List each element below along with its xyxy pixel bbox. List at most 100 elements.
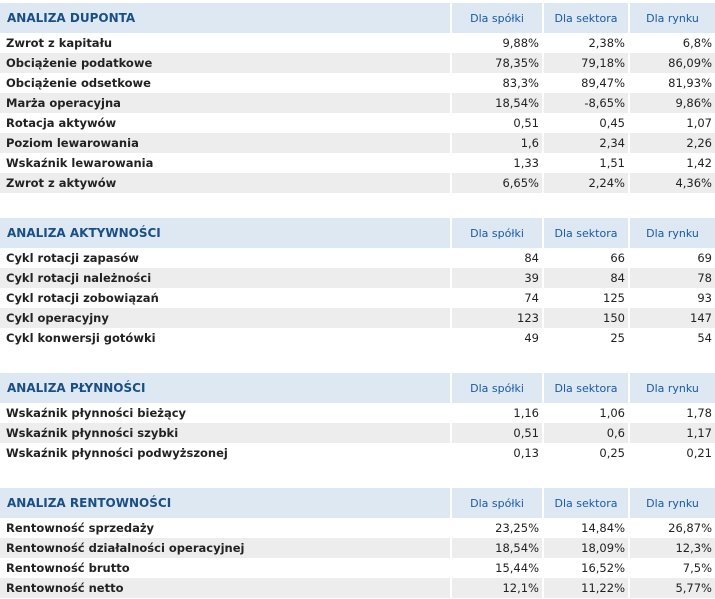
section-title: ANALIZA RENTOWNOŚCI bbox=[7, 496, 172, 510]
column-header-dla-sektora: Dla sektora bbox=[542, 3, 628, 33]
column-header-dla-spolki: Dla spółki bbox=[450, 3, 542, 33]
value-sector: 66 bbox=[542, 248, 628, 268]
value-sector: 0,6 bbox=[542, 423, 628, 443]
row-label: Zwrot z kapitału bbox=[6, 36, 113, 50]
value-sector: 2,24% bbox=[542, 173, 628, 193]
value-company: 12,1% bbox=[450, 578, 542, 598]
value-sector: 84 bbox=[542, 268, 628, 288]
value-sector: 89,47% bbox=[542, 73, 628, 93]
value-company: 9,88% bbox=[450, 33, 542, 53]
value-market: 1,78 bbox=[628, 403, 715, 423]
table-row: Cykl konwersji gotówki 49 25 54 bbox=[0, 328, 715, 348]
value-market: 69 bbox=[628, 248, 715, 268]
table-row: Wskaźnik płynności bieżący 1,16 1,06 1,78 bbox=[0, 403, 715, 423]
row-label: Cykl rotacji należności bbox=[6, 271, 152, 285]
row-label: Poziom lewarowania bbox=[6, 136, 139, 150]
value-market: 1,17 bbox=[628, 423, 715, 443]
table-row: Cykl rotacji zapasów 84 66 69 bbox=[0, 248, 715, 268]
value-sector: 1,06 bbox=[542, 403, 628, 423]
section-header: ANALIZA DUPONTA Dla spółki Dla sektora Dla … bbox=[0, 3, 715, 33]
value-market: 4,36% bbox=[628, 173, 715, 193]
value-sector: 25 bbox=[542, 328, 628, 348]
value-market: 9,86% bbox=[628, 93, 715, 113]
value-company: 0,13 bbox=[450, 443, 542, 463]
value-company: 1,33 bbox=[450, 153, 542, 173]
table-row: Zwrot z aktywów 6,65% 2,24% 4,36% bbox=[0, 173, 715, 193]
value-market: 86,09% bbox=[628, 53, 715, 73]
table-row: Rentowność netto 12,1% 11,22% 5,77% bbox=[0, 578, 715, 598]
section-title: ANALIZA AKTYWNOŚCI bbox=[7, 226, 161, 240]
column-header-dla-spolki: Dla spółki bbox=[450, 488, 542, 518]
value-market: 12,3% bbox=[628, 538, 715, 558]
value-market: 54 bbox=[628, 328, 715, 348]
row-label: Zwrot z aktywów bbox=[6, 176, 117, 190]
value-sector: 1,51 bbox=[542, 153, 628, 173]
value-sector: 0,45 bbox=[542, 113, 628, 133]
row-label: Marża operacyjna bbox=[6, 96, 121, 110]
value-sector: 150 bbox=[542, 308, 628, 328]
row-label: Wskaźnik płynności bieżący bbox=[6, 406, 187, 420]
section-header: ANALIZA PŁYNNOŚCI Dla spółki Dla sektora Dl… bbox=[0, 373, 715, 403]
column-header-dla-sektora: Dla sektora bbox=[542, 218, 628, 248]
row-label: Rentowność netto bbox=[6, 581, 124, 595]
column-header-dla-spolki: Dla spółki bbox=[450, 373, 542, 403]
value-sector: 16,52% bbox=[542, 558, 628, 578]
value-company: 0,51 bbox=[450, 423, 542, 443]
table-row: Obciążenie podatkowe 78,35% 79,18% 86,09% bbox=[0, 53, 715, 73]
column-header-dla-rynku: Dla rynku bbox=[628, 218, 715, 248]
value-company: 49 bbox=[450, 328, 542, 348]
row-label: Rentowność sprzedaży bbox=[6, 521, 155, 535]
section-header: ANALIZA RENTOWNOŚCI Dla spółki Dla sektora… bbox=[0, 488, 715, 518]
column-header-dla-sektora: Dla sektora bbox=[542, 488, 628, 518]
section-analiza-rentownosci: ANALIZA RENTOWNOŚCI Dla spółki Dla sektora… bbox=[0, 488, 715, 598]
section-analiza-duponta: ANALIZA DUPONTA Dla spółki Dla sektora Dla … bbox=[0, 3, 715, 193]
value-company: 15,44% bbox=[450, 558, 542, 578]
table-row: Rentowność sprzedaży 23,25% 14,84% 26,87% bbox=[0, 518, 715, 538]
value-company: 123 bbox=[450, 308, 542, 328]
value-company: 1,16 bbox=[450, 403, 542, 423]
section-analiza-plynnosci: ANALIZA PŁYNNOŚCI Dla spółki Dla sektora Dl… bbox=[0, 373, 715, 463]
value-market: 78 bbox=[628, 268, 715, 288]
value-sector: 2,34 bbox=[542, 133, 628, 153]
table-row: Cykl rotacji należności 39 84 78 bbox=[0, 268, 715, 288]
column-header-dla-rynku: Dla rynku bbox=[628, 373, 715, 403]
row-label: Obciążenie podatkowe bbox=[6, 56, 153, 70]
section-title: ANALIZA DUPONTA bbox=[7, 11, 136, 25]
table-row: Poziom lewarowania 1,6 2,34 2,26 bbox=[0, 133, 715, 153]
value-market: 93 bbox=[628, 288, 715, 308]
table-row: Wskaźnik płynności szybki 0,51 0,6 1,17 bbox=[0, 423, 715, 443]
value-company: 78,35% bbox=[450, 53, 542, 73]
column-header-dla-spolki: Dla spółki bbox=[450, 218, 542, 248]
section-analiza-aktywnosci: ANALIZA AKTYWNOŚCI Dla spółki Dla sektora D… bbox=[0, 218, 715, 348]
row-label: Wskaźnik płynności podwyższonej bbox=[6, 446, 228, 460]
row-label: Cykl konwersji gotówki bbox=[6, 331, 156, 345]
value-market: 1,07 bbox=[628, 113, 715, 133]
value-sector: 11,22% bbox=[542, 578, 628, 598]
column-header-dla-sektora: Dla sektora bbox=[542, 373, 628, 403]
value-company: 6,65% bbox=[450, 173, 542, 193]
value-market: 147 bbox=[628, 308, 715, 328]
row-label: Cykl rotacji zapasów bbox=[6, 251, 139, 265]
table-row: Rentowność działalności operacyjnej 18,54… bbox=[0, 538, 715, 558]
value-sector: 79,18% bbox=[542, 53, 628, 73]
value-sector: 125 bbox=[542, 288, 628, 308]
row-label: Rentowność brutto bbox=[6, 561, 130, 575]
row-label: Cykl operacyjny bbox=[6, 311, 109, 325]
row-label: Cykl rotacji zobowiązań bbox=[6, 291, 159, 305]
value-company: 18,54% bbox=[450, 93, 542, 113]
value-sector: 2,38% bbox=[542, 33, 628, 53]
table-row: Wskaźnik płynności podwyższonej 0,13 0,25 0… bbox=[0, 443, 715, 463]
table-row: Obciążenie odsetkowe 83,3% 89,47% 81,93% bbox=[0, 73, 715, 93]
section-header: ANALIZA AKTYWNOŚCI Dla spółki Dla sektora D… bbox=[0, 218, 715, 248]
section-title: ANALIZA PŁYNNOŚCI bbox=[7, 381, 146, 395]
value-market: 0,21 bbox=[628, 443, 715, 463]
table-row: Marża operacyjna 18,54% -8,65% 9,86% bbox=[0, 93, 715, 113]
column-header-dla-rynku: Dla rynku bbox=[628, 488, 715, 518]
row-label: Obciążenie odsetkowe bbox=[6, 76, 151, 90]
table-row: Cykl rotacji zobowiązań 74 125 93 bbox=[0, 288, 715, 308]
value-market: 6,8% bbox=[628, 33, 715, 53]
value-market: 26,87% bbox=[628, 518, 715, 538]
table-row: Zwrot z kapitału 9,88% 2,38% 6,8% bbox=[0, 33, 715, 53]
value-market: 7,5% bbox=[628, 558, 715, 578]
row-label: Rentowność działalności operacyjnej bbox=[6, 541, 245, 555]
